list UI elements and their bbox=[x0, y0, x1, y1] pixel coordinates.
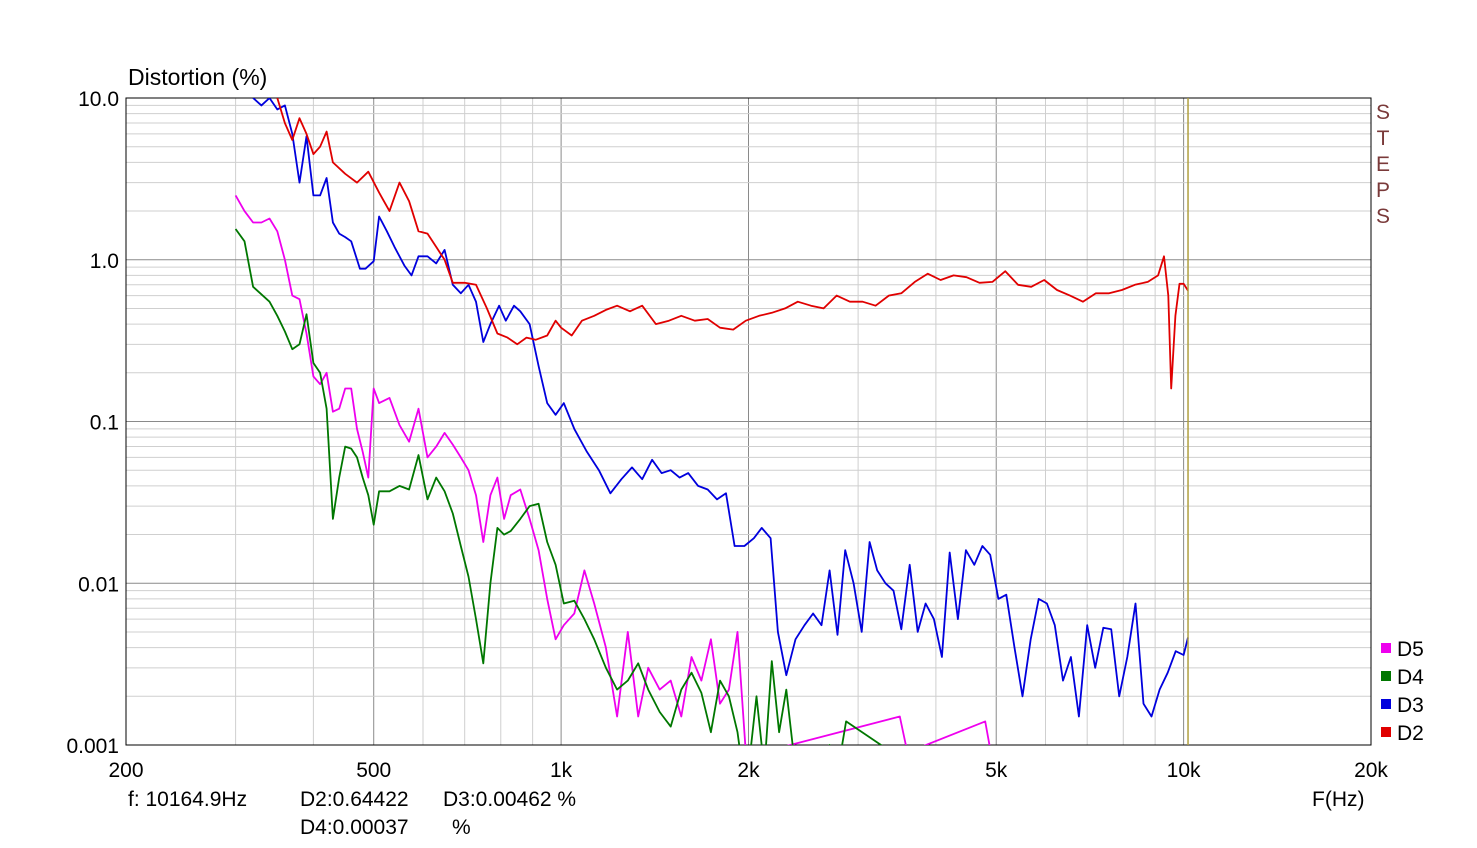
y-axis-label: Distortion (%) bbox=[128, 64, 267, 90]
x-tick-labels: 200 500 1k 2k 5k 10k 20k bbox=[108, 759, 1388, 782]
readout-d4: D4:0.00037 bbox=[300, 816, 409, 839]
x-tick-label: 500 bbox=[356, 759, 391, 782]
x-axis-label: F(Hz) bbox=[1312, 788, 1364, 811]
series-layer bbox=[234, 98, 1189, 745]
series-line-d3 bbox=[252, 98, 1189, 718]
x-tick-label: 200 bbox=[108, 759, 143, 782]
x-tick-label: 10k bbox=[1167, 759, 1201, 782]
legend-label-d3: D3 bbox=[1397, 694, 1424, 717]
legend-swatch-d5 bbox=[1381, 643, 1391, 653]
legend-swatch-d2 bbox=[1381, 727, 1391, 737]
legend-label-d4: D4 bbox=[1397, 666, 1424, 689]
legend-label-d2: D2 bbox=[1397, 722, 1424, 745]
readout-d3: D3:0.00462 % bbox=[443, 788, 576, 811]
series-line-d4 bbox=[234, 228, 883, 745]
steps-letter: S bbox=[1376, 205, 1390, 228]
steps-letter: E bbox=[1376, 153, 1390, 176]
steps-letter: T bbox=[1377, 127, 1390, 150]
legend: D5 D4 D3 D2 bbox=[1381, 638, 1424, 745]
plot-frame bbox=[125, 97, 1372, 746]
y-tick-label: 10.0 bbox=[78, 88, 119, 111]
y-tick-label: 0.1 bbox=[90, 412, 119, 435]
series-line-d5 bbox=[234, 194, 991, 745]
x-tick-label: 2k bbox=[737, 759, 760, 782]
x-tick-label: 5k bbox=[985, 759, 1008, 782]
legend-swatch-d4 bbox=[1381, 671, 1391, 681]
readout-d2: D2:0.64422 bbox=[300, 788, 409, 811]
steps-letter: S bbox=[1376, 101, 1390, 124]
y-tick-label: 0.001 bbox=[66, 735, 119, 758]
readout-frequency: f: 10164.9Hz bbox=[128, 788, 247, 811]
x-tick-label: 1k bbox=[550, 759, 573, 782]
legend-swatch-d3 bbox=[1381, 699, 1391, 709]
legend-label-d5: D5 bbox=[1397, 638, 1424, 661]
y-tick-labels: 10.0 1.0 0.1 0.01 0.001 bbox=[66, 88, 119, 758]
y-tick-label: 1.0 bbox=[90, 250, 119, 273]
steps-letter: P bbox=[1376, 179, 1390, 202]
readout-d4-unit: % bbox=[452, 816, 471, 839]
x-tick-label: 20k bbox=[1354, 759, 1388, 782]
series-line-d2 bbox=[276, 98, 1189, 390]
y-tick-label: 0.01 bbox=[78, 573, 119, 596]
chart-grid bbox=[126, 98, 1371, 745]
